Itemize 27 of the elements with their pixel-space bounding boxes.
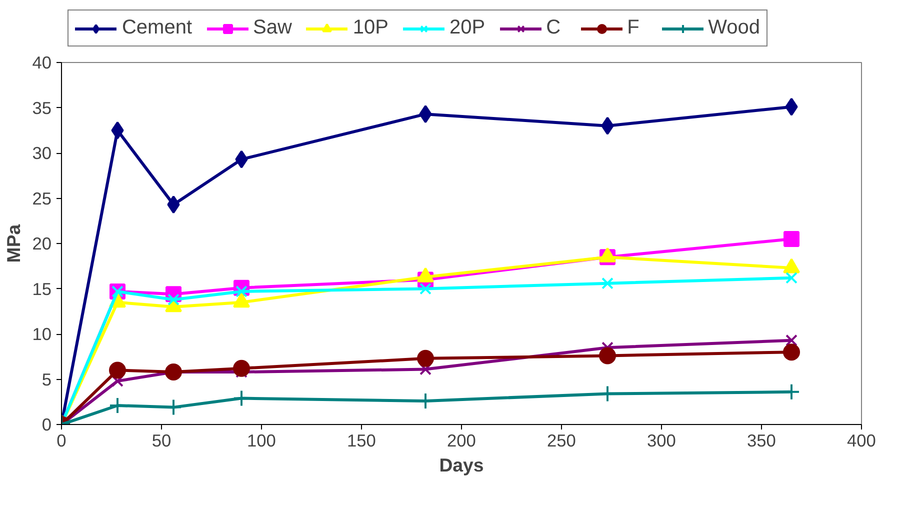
legend-label: 20P	[450, 16, 486, 40]
x-tick-label: 150	[347, 430, 376, 450]
x-tick-label: 250	[547, 430, 576, 450]
legend-label: Cement	[122, 16, 192, 40]
y-tick-label: 35	[32, 98, 52, 118]
x-tick-label: 50	[152, 430, 172, 450]
y-tick-label: 20	[32, 234, 52, 254]
x-tick-label: 350	[747, 430, 776, 450]
legend-label: Saw	[253, 16, 292, 40]
y-tick-label: 5	[42, 369, 52, 390]
y-tick-label: 10	[32, 324, 52, 344]
y-axis-title: MPa	[3, 224, 24, 263]
legend-label: Wood	[708, 16, 760, 40]
x-tick-label: 200	[447, 430, 476, 450]
legend-label: 10P	[352, 16, 389, 40]
x-axis-title: Days	[439, 454, 484, 476]
y-tick-label: 25	[32, 188, 52, 208]
y-tick-label: 40	[32, 52, 52, 72]
y-tick-label: 0	[42, 414, 52, 434]
legend-label: F	[627, 16, 640, 40]
legend-label: C	[546, 16, 562, 40]
y-tick-label: 15	[32, 278, 52, 299]
y-tick-label: 30	[32, 143, 52, 163]
x-tick-label: 400	[847, 430, 876, 450]
x-tick-label: 300	[647, 430, 676, 450]
x-tick-label: 0	[56, 430, 66, 450]
x-tick-label: 100	[247, 430, 276, 450]
